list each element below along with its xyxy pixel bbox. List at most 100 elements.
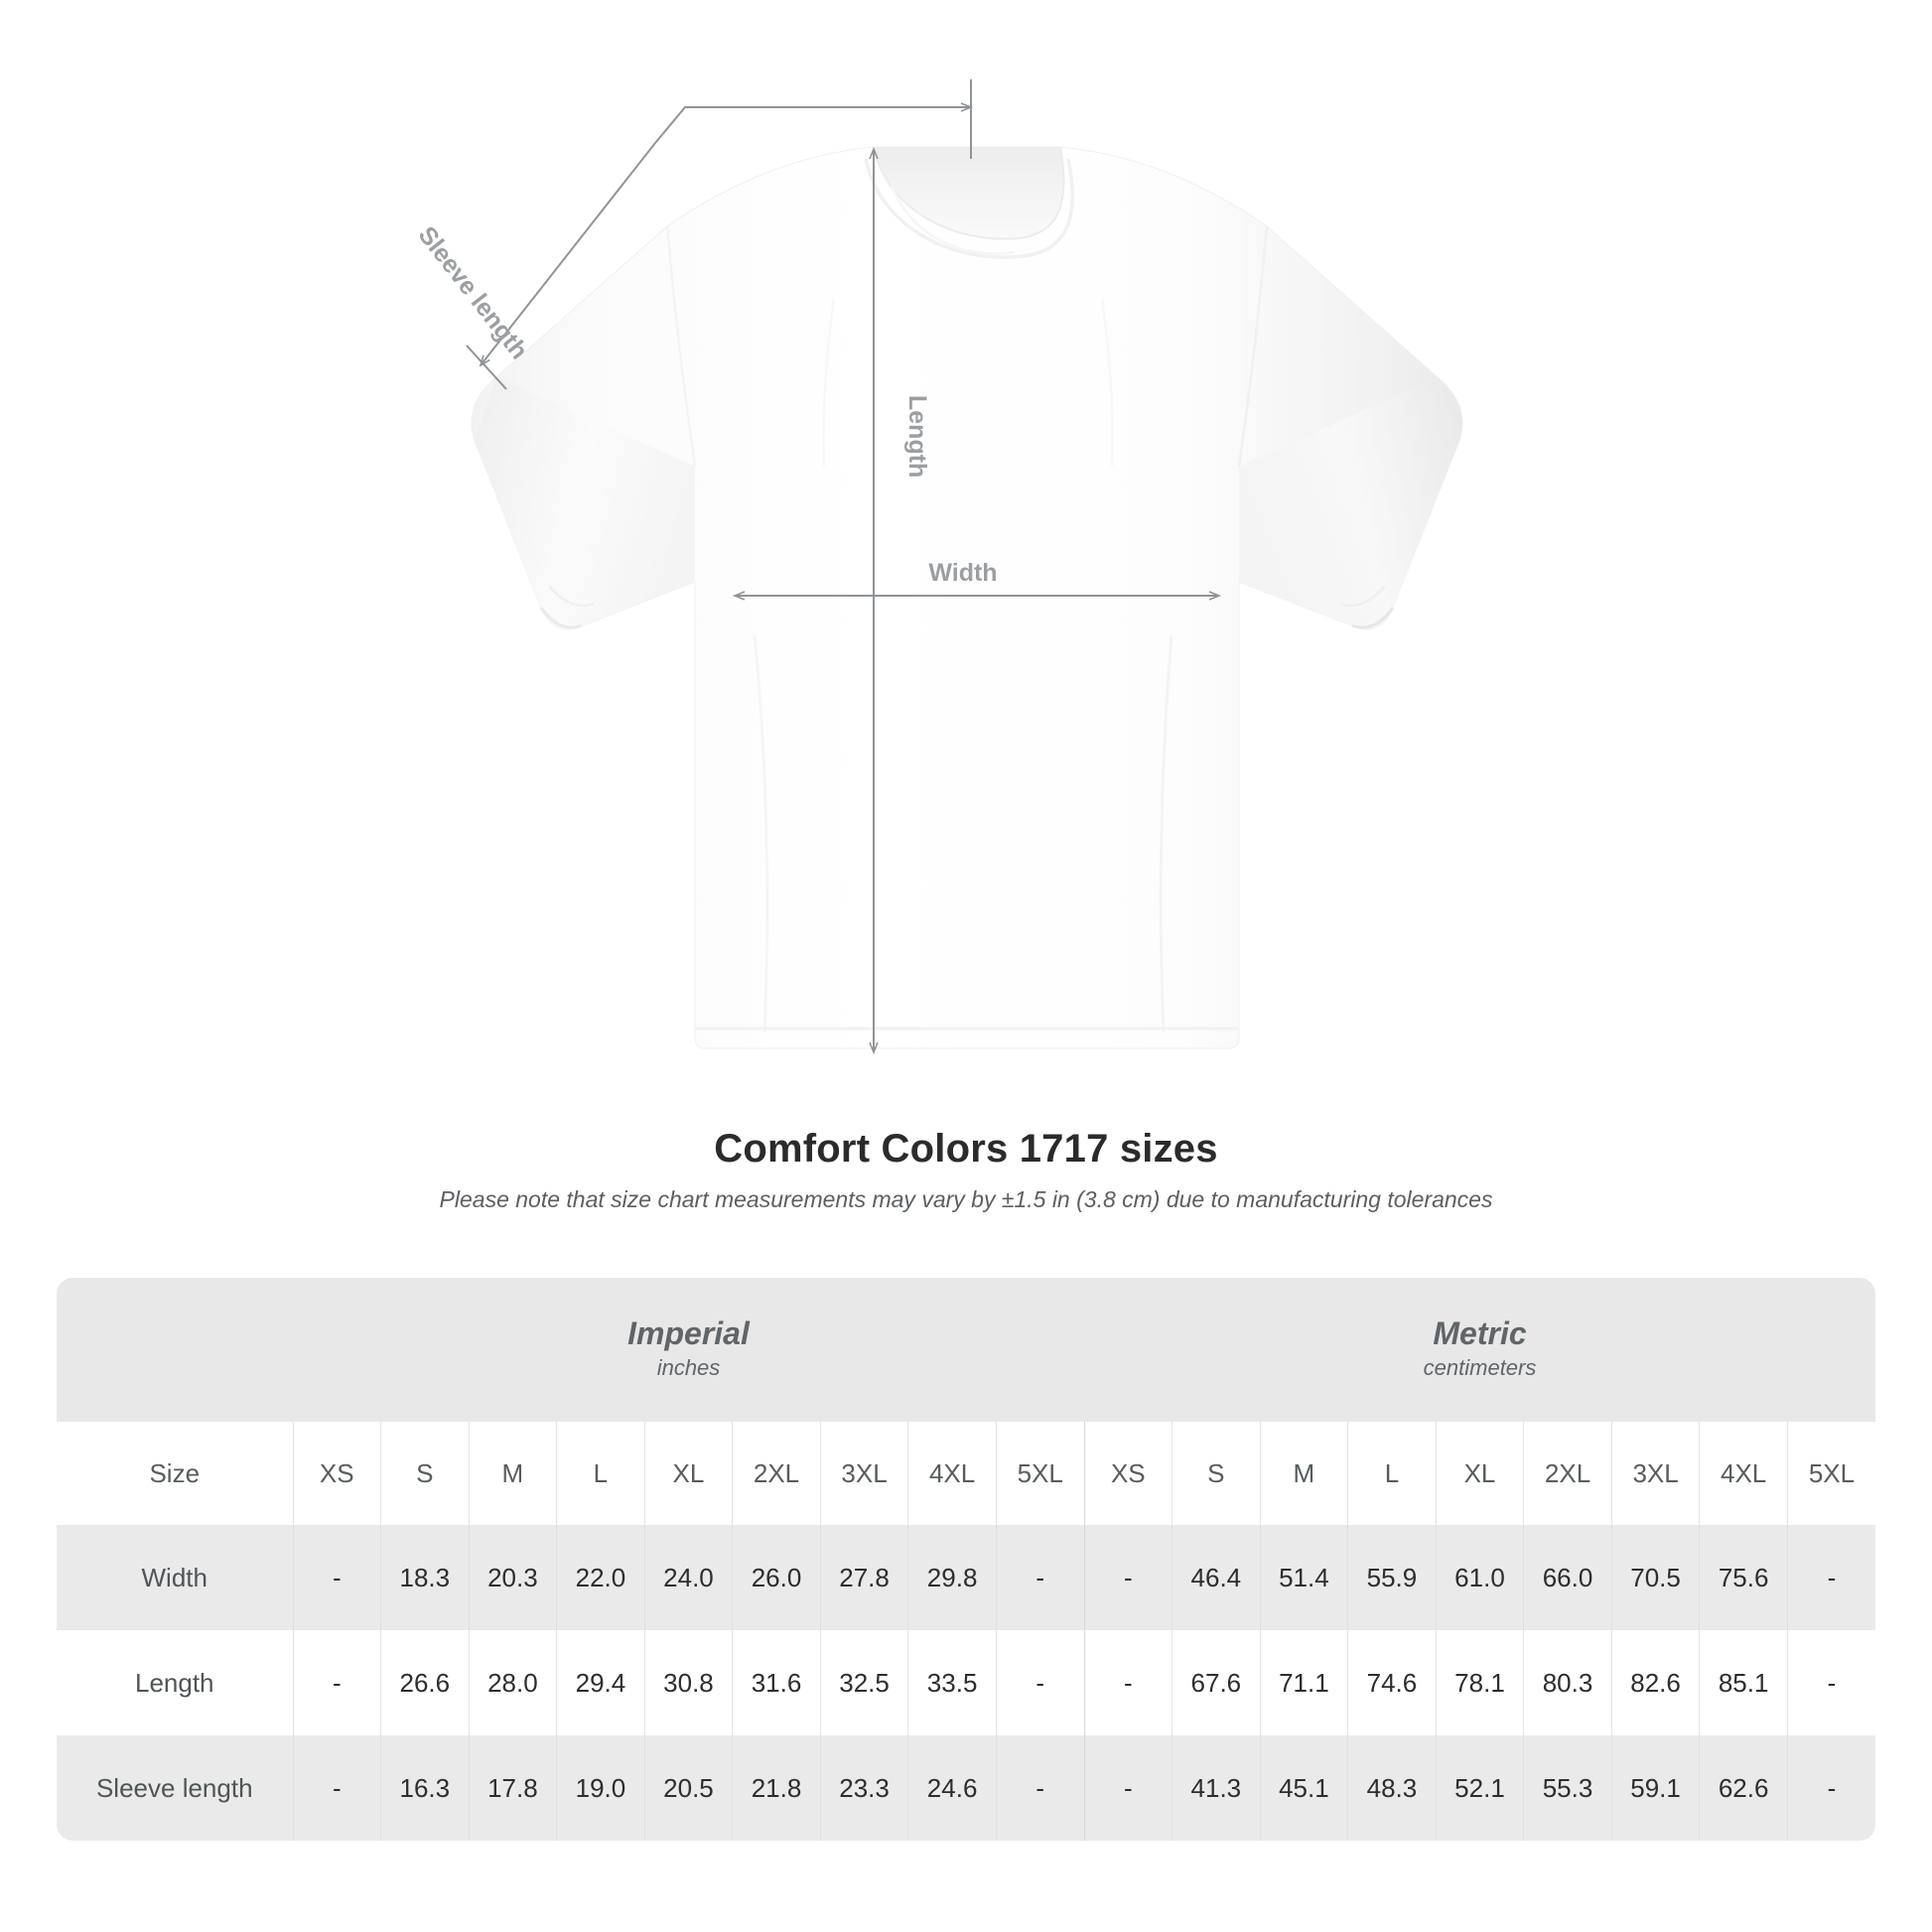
size-column-header-imperial-s: S (380, 1422, 470, 1525)
cell-width-imperial-2xl: 26.0 (732, 1525, 821, 1630)
size-column-header-imperial-4xl: 4XL (907, 1422, 997, 1525)
cell-width-imperial-5xl: - (995, 1525, 1085, 1630)
cell-length-imperial-m: 28.0 (468, 1630, 557, 1735)
cell-sleeve-length-metric-xl: 52.1 (1435, 1735, 1524, 1841)
cell-length-imperial-4xl: 33.5 (907, 1630, 997, 1735)
size-column-header-imperial-l: L (556, 1422, 645, 1525)
cell-sleeve-length-imperial-2xl: 21.8 (732, 1735, 821, 1841)
tshirt-diagram: Sleeve length Length Width (412, 79, 1463, 1055)
cell-width-metric-xs: - (1083, 1525, 1173, 1630)
cell-sleeve-length-imperial-m: 17.8 (468, 1735, 557, 1841)
size-column-header-imperial-m: M (468, 1422, 557, 1525)
size-column-header-metric-m: M (1259, 1422, 1348, 1525)
table-row: Width -18.3 20.3 22.0 24.0 26.0 27.8 29.8- -46.4… (57, 1525, 1876, 1630)
row-label-sleeve-length: Sleeve length (57, 1735, 293, 1841)
cell-width-imperial-3xl: 27.8 (819, 1525, 908, 1630)
row-label-width: Width (57, 1525, 293, 1630)
unit-header-spacer (57, 1278, 293, 1422)
size-header-row: Size XS S M L XL 2XL 3XL 4XL 5XL XS S M L XL 2XL 3XL 4XL 5… (57, 1422, 1876, 1525)
size-column-header-metric-2xl: 2XL (1523, 1422, 1612, 1525)
cell-length-metric-4xl: 85.1 (1699, 1630, 1788, 1735)
sleeve-length-label: Sleeve length (413, 221, 533, 364)
cell-width-imperial-s: 18.3 (380, 1525, 470, 1630)
size-chart-table: Imperial inches Metric centimeters Size XS S M L… (57, 1278, 1876, 1841)
cell-sleeve-length-metric-2xl: 55.3 (1523, 1735, 1612, 1841)
cell-length-metric-xs: - (1083, 1630, 1173, 1735)
unit-group-title: Metric (1433, 1314, 1527, 1351)
cell-length-imperial-xl: 30.8 (643, 1630, 733, 1735)
unit-group-subtitle: inches (656, 1355, 721, 1381)
cell-sleeve-length-imperial-3xl: 23.3 (819, 1735, 908, 1841)
size-column-header-metric-4xl: 4XL (1699, 1422, 1788, 1525)
cell-width-imperial-xl: 24.0 (643, 1525, 733, 1630)
size-column-header-metric-l: L (1347, 1422, 1437, 1525)
length-dimension: Length (869, 146, 931, 1055)
row-label-length: Length (57, 1630, 293, 1735)
cell-length-metric-m: 71.1 (1259, 1630, 1348, 1735)
cell-width-metric-5xl: - (1786, 1525, 1876, 1630)
size-column-header-imperial-xs: XS (292, 1422, 381, 1525)
tshirt-illustration: Sleeve length Length Width (413, 79, 1463, 1055)
cell-width-imperial-4xl: 29.8 (907, 1525, 997, 1630)
page-title: Comfort Colors 1717 sizes (714, 1127, 1218, 1171)
size-header-label: Size (57, 1422, 293, 1525)
cell-width-metric-4xl: 75.6 (1699, 1525, 1788, 1630)
cell-length-imperial-5xl: - (995, 1630, 1085, 1735)
cell-sleeve-length-imperial-xs: - (292, 1735, 381, 1841)
cell-width-metric-2xl: 66.0 (1523, 1525, 1612, 1630)
title-block: Comfort Colors 1717 sizes Please note th… (0, 1127, 1932, 1214)
cell-width-metric-l: 55.9 (1347, 1525, 1437, 1630)
cell-length-metric-2xl: 80.3 (1523, 1630, 1612, 1735)
size-column-header-imperial-5xl: 5XL (995, 1422, 1085, 1525)
cell-length-imperial-s: 26.6 (380, 1630, 470, 1735)
cell-width-imperial-xs: - (292, 1525, 381, 1630)
cell-length-imperial-xs: - (292, 1630, 381, 1735)
unit-group-metric: Metric centimeters (1084, 1278, 1876, 1422)
table-row: Sleeve length -16.3 17.8 19.0 20.5 21.8 23.3 24… (57, 1735, 1876, 1841)
cell-sleeve-length-metric-3xl: 59.1 (1610, 1735, 1700, 1841)
cell-length-imperial-l: 29.4 (556, 1630, 645, 1735)
width-dimension: Width (732, 559, 1222, 601)
cell-length-metric-s: 67.6 (1172, 1630, 1261, 1735)
tshirt-shape (471, 146, 1463, 1049)
cell-length-metric-l: 74.6 (1347, 1630, 1437, 1735)
cell-sleeve-length-imperial-xl: 20.5 (643, 1735, 733, 1841)
size-column-header-metric-xl: XL (1435, 1422, 1524, 1525)
size-column-header-metric-xs: XS (1083, 1422, 1173, 1525)
size-column-header-metric-s: S (1172, 1422, 1261, 1525)
size-column-header-metric-3xl: 3XL (1610, 1422, 1700, 1525)
cell-sleeve-length-metric-xs: - (1083, 1735, 1173, 1841)
cell-length-metric-3xl: 82.6 (1610, 1630, 1700, 1735)
cell-sleeve-length-imperial-5xl: - (995, 1735, 1085, 1841)
cell-sleeve-length-imperial-4xl: 24.6 (907, 1735, 997, 1841)
size-column-header-metric-5xl: 5XL (1786, 1422, 1876, 1525)
cell-width-metric-m: 51.4 (1259, 1525, 1348, 1630)
size-column-header-imperial-3xl: 3XL (819, 1422, 908, 1525)
width-label: Width (928, 559, 997, 587)
cell-width-imperial-l: 22.0 (556, 1525, 645, 1630)
cell-width-imperial-m: 20.3 (468, 1525, 557, 1630)
size-column-header-imperial-xl: XL (643, 1422, 733, 1525)
cell-width-metric-s: 46.4 (1172, 1525, 1261, 1630)
cell-sleeve-length-metric-4xl: 62.6 (1699, 1735, 1788, 1841)
cell-sleeve-length-metric-l: 48.3 (1347, 1735, 1437, 1841)
table-row: Length -26.6 28.0 29.4 30.8 31.6 32.5 33.5- -67.… (57, 1630, 1876, 1735)
size-column-header-imperial-2xl: 2XL (732, 1422, 821, 1525)
cell-width-metric-xl: 61.0 (1435, 1525, 1524, 1630)
length-label: Length (903, 395, 931, 478)
unit-group-subtitle: centimeters (1423, 1355, 1537, 1381)
unit-group-imperial: Imperial inches (293, 1278, 1085, 1422)
unit-group-title: Imperial (627, 1314, 750, 1351)
cell-width-metric-3xl: 70.5 (1610, 1525, 1700, 1630)
cell-length-metric-5xl: - (1786, 1630, 1876, 1735)
unit-header-row: Imperial inches Metric centimeters (57, 1278, 1876, 1422)
cell-length-metric-xl: 78.1 (1435, 1630, 1524, 1735)
cell-sleeve-length-imperial-s: 16.3 (380, 1735, 470, 1841)
cell-length-imperial-2xl: 31.6 (732, 1630, 821, 1735)
cell-sleeve-length-metric-m: 45.1 (1259, 1735, 1348, 1841)
cell-sleeve-length-metric-5xl: - (1786, 1735, 1876, 1841)
cell-sleeve-length-imperial-l: 19.0 (556, 1735, 645, 1841)
size-chart-table-wrapper: Imperial inches Metric centimeters Size XS S M L… (57, 1278, 1876, 1841)
cell-sleeve-length-metric-s: 41.3 (1172, 1735, 1261, 1841)
page-subtitle: Please note that size chart measurements… (439, 1186, 1493, 1212)
